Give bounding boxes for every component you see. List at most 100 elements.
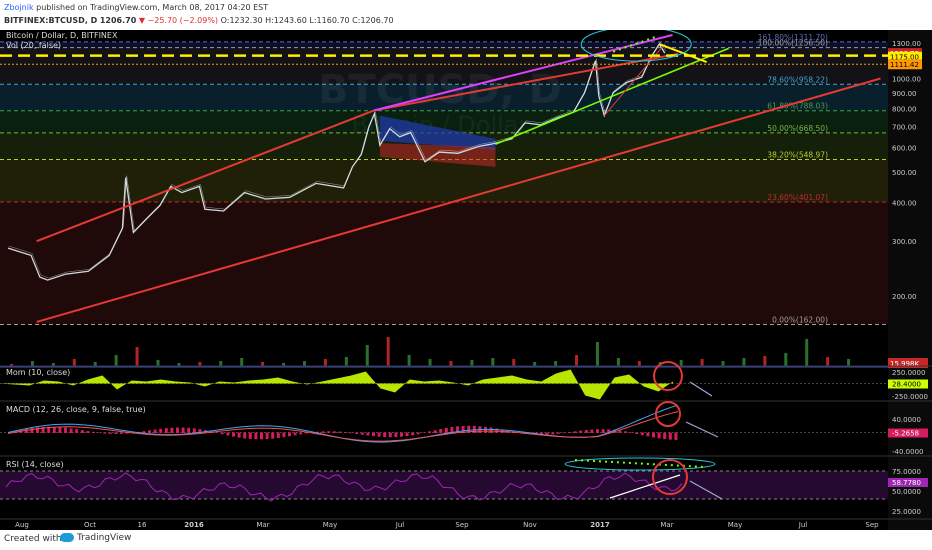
macd-hist-bar <box>618 430 622 433</box>
macd-hist-bar <box>360 432 364 435</box>
price-change: −25.70 (−2.09%) <box>147 16 219 25</box>
macd-hist-bar <box>556 432 560 434</box>
macd-hist-bar <box>584 430 588 433</box>
macd-hist-bar <box>125 432 129 434</box>
volume-bar <box>533 362 537 367</box>
macd-hist-bar <box>321 431 325 433</box>
chart-footer: Created with TradingView <box>0 530 932 550</box>
rsi-y-tick: 25.0000 <box>892 508 921 516</box>
macd-hist-bar <box>629 432 633 433</box>
x-tick-label: Jul <box>798 521 808 529</box>
rsi-y-tick: 75.0000 <box>892 468 921 476</box>
publish-line: Zbojnik published on TradingView.com, Ma… <box>4 3 268 12</box>
volume-bar <box>616 358 620 367</box>
macd-y-tick: -40.0000 <box>892 448 923 456</box>
volume-bar <box>847 359 851 367</box>
macd-y-tick: 40.0000 <box>892 416 921 424</box>
down-arrow-icon: ▼ <box>138 16 145 25</box>
macd-hist-bar <box>164 428 168 433</box>
fib-level-label: 50.00%(668.50) <box>767 124 828 133</box>
macd-hist-bar <box>187 427 191 433</box>
macd-hist-bar <box>114 432 118 435</box>
upper-red-trendline <box>36 109 375 243</box>
macd-hist-bar <box>394 432 398 438</box>
macd-hist-bar <box>372 432 375 437</box>
fib-band <box>0 47 888 85</box>
price-axis-bg <box>888 30 932 530</box>
macd-hist-bar <box>58 427 62 433</box>
macd-arrow-line <box>685 421 719 438</box>
macd-hist-bar <box>344 432 347 433</box>
price-label-box <box>888 51 922 62</box>
macd-hist-bar <box>92 431 95 433</box>
volume-bar <box>700 359 704 367</box>
macd-hist-bar <box>579 430 583 433</box>
macd-hist-bar <box>64 427 67 433</box>
volume-bar <box>575 355 579 367</box>
x-tick-label: 16 <box>138 521 147 529</box>
fib-level-label: 23.60%(401.07) <box>767 193 828 202</box>
x-tick-label: Nov <box>523 521 537 529</box>
volume-label-text: 15.998K <box>890 360 919 368</box>
chart-canvas[interactable]: 161.80%(1311.70)100.00%(1256.50) 78.60%(9… <box>0 26 932 530</box>
volume-bar <box>637 361 641 367</box>
rsi-arrow-line <box>689 480 723 500</box>
mom-value-box <box>888 379 928 389</box>
volume-bar <box>177 363 181 367</box>
macd-hist-bar <box>624 431 627 433</box>
macd-hist-bar <box>422 432 426 434</box>
flag-pattern-box <box>379 115 496 150</box>
macd-hist-bar <box>282 432 286 438</box>
volume-bar <box>114 355 118 367</box>
fib-band <box>0 201 888 325</box>
rsi-y-tick: 50.0000 <box>892 488 921 496</box>
macd-hist-bar <box>176 427 179 433</box>
volume-bar <box>302 361 306 367</box>
volume-bar <box>93 362 97 367</box>
author-link[interactable]: Zbojnik <box>4 3 34 12</box>
macd-hist-bar <box>215 432 219 433</box>
fib-level-label: 161.80%(1311.70) <box>758 33 828 42</box>
fib-level-label: 0.00%(162.00) <box>772 315 828 324</box>
macd-hist-bar <box>142 431 146 433</box>
fib-level-label: 38.20%(548.97) <box>767 151 828 160</box>
macd-hist-bar <box>388 432 392 438</box>
volume-bar <box>679 360 683 367</box>
chart-area[interactable]: 161.80%(1311.70) 100.00%(1256.50) 78.60%(9… <box>0 26 932 530</box>
tradingview-logo[interactable]: TradingView <box>60 533 131 543</box>
volume-bar <box>323 359 327 367</box>
macd-hist-bar <box>80 430 84 433</box>
volume-bar <box>554 361 558 367</box>
volume-bar <box>491 358 495 367</box>
macd-hist-bar <box>428 431 431 433</box>
macd-hist-bar <box>416 432 420 435</box>
y-tick-label: 800.00 <box>892 106 917 114</box>
last-price: 1206.70 <box>99 16 137 25</box>
macd-hist-bar <box>181 427 185 433</box>
fib-band <box>0 159 888 202</box>
fib-level-label: 78.60%(958.22) <box>767 75 828 84</box>
macd-hist-bar <box>198 429 202 433</box>
fib-level-label: 100.00%(1256.50) <box>758 39 828 48</box>
rsi-band <box>0 471 888 499</box>
volume-bar <box>156 360 160 367</box>
volume-bar <box>51 363 55 367</box>
macd-hist-bar <box>568 432 571 433</box>
macd-hist-bar <box>590 429 594 433</box>
y-tick-label: 600.00 <box>892 145 917 153</box>
mom-circle-annotation <box>653 361 683 391</box>
volume-bar <box>512 359 516 367</box>
macd-hist-bar <box>377 432 381 437</box>
x-tick-label: Sep <box>455 521 469 529</box>
volume-bar <box>721 361 725 367</box>
macd-hist-bar <box>439 428 443 433</box>
quote-line: BITFINEX:BTCUSD, D 1206.70 ▼ −25.70 (−2.… <box>4 16 394 25</box>
macd-hist-bar <box>97 432 101 434</box>
volume-bar <box>826 357 830 367</box>
mom-value-text: 28.4000 <box>892 381 921 389</box>
macd-hist-bar <box>646 432 650 437</box>
mom-y-tick: 250.0000 <box>892 369 925 377</box>
macd-hist-bar <box>248 432 252 439</box>
x-tick-label: Aug <box>15 521 29 529</box>
macd-hist-bar <box>433 430 437 433</box>
